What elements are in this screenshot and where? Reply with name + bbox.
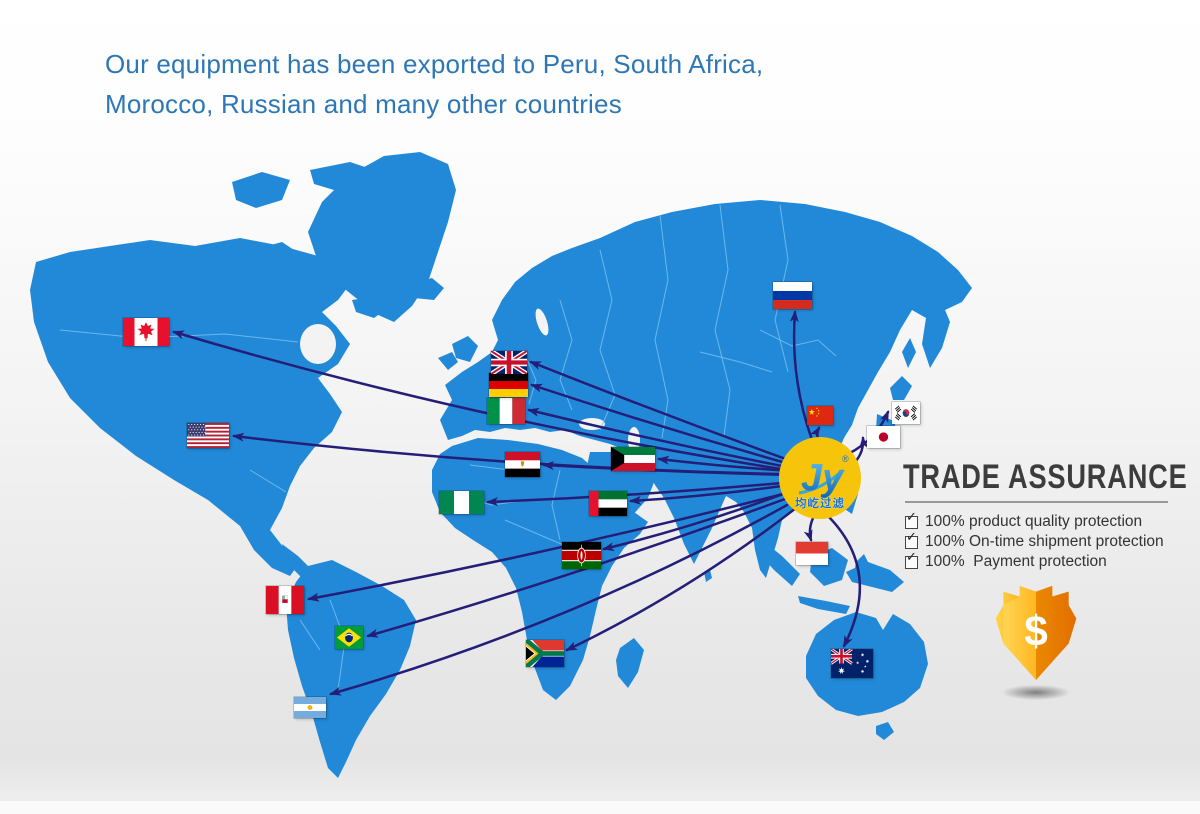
landmass (410, 278, 444, 300)
flag-ar (294, 697, 326, 718)
country-border (714, 204, 731, 437)
flag-za (526, 640, 564, 667)
arrow-ca (172, 330, 783, 471)
assurance-list: ✓ 100% product quality protection ✓ 100% On… (905, 509, 1164, 572)
heading-underline (905, 501, 1168, 503)
flag-ke (562, 542, 601, 569)
headline-line2: Morocco, Russian and many other countrie… (105, 89, 622, 119)
landmass (846, 562, 904, 592)
assurance-item-2: ✓ 100% Payment protection (905, 549, 1164, 572)
castle-shield (995, 585, 1077, 680)
shield-facet-light (1003, 585, 1036, 680)
flag-it (487, 398, 525, 424)
landmass (902, 338, 916, 368)
arrow-id (803, 516, 815, 542)
landmass (286, 560, 416, 778)
arrow-gb (529, 360, 796, 464)
flag-au (831, 649, 873, 678)
landmass (30, 238, 350, 576)
arrow-kw (657, 455, 795, 473)
landmass (300, 280, 344, 304)
flag-ca (123, 318, 169, 346)
landmass (616, 638, 644, 688)
country-border (249, 469, 287, 493)
arrow-br (366, 497, 787, 638)
flag-id (796, 542, 828, 565)
logo-mark: Jy® 均屹过滤 (779, 437, 861, 519)
flag-ng (439, 491, 484, 514)
country-border (599, 249, 616, 431)
bottom-band (0, 801, 1200, 814)
arrow-de (530, 383, 795, 467)
arrow-ae (629, 482, 798, 505)
landmass (440, 200, 972, 578)
flag-ae (589, 491, 627, 516)
badge-shadow (1001, 684, 1071, 701)
arrow-eg (542, 461, 795, 477)
flag-ru (773, 282, 812, 309)
checkbox-icon: ✓ (905, 549, 918, 569)
country-border (524, 354, 537, 405)
flag-cn (807, 406, 833, 425)
arrow-pe (307, 492, 785, 602)
dollar-sign: $ (1024, 607, 1048, 654)
country-border (504, 519, 567, 547)
flag-gb (491, 351, 527, 374)
flag-br (335, 626, 363, 649)
arrow-au (827, 515, 862, 648)
flag-jp (867, 426, 900, 448)
landmass (180, 252, 232, 280)
checkbox-icon: ✓ (905, 509, 918, 529)
flag-de (489, 373, 528, 397)
arrow-it (527, 408, 794, 470)
checkbox-icon: ✓ (905, 529, 918, 549)
landmass (452, 336, 478, 362)
flag-kr (892, 402, 920, 424)
assurance-item-label: 100% Payment protection (925, 553, 1107, 570)
country-border (759, 329, 837, 357)
landmass (232, 172, 290, 208)
sea-inlet (300, 324, 336, 364)
landmass (890, 376, 912, 400)
arrow-ng (486, 480, 795, 507)
assurance-item-1: ✓ 100% On-time shipment protection (905, 529, 1164, 552)
flag-kw (611, 447, 655, 471)
country-border (551, 469, 561, 541)
trade-assurance-heading: TRADE ASSURANCE (903, 458, 1188, 496)
landmass (438, 352, 458, 370)
landmass (282, 544, 312, 578)
arrow-za (565, 506, 798, 652)
arrow-ar (329, 503, 789, 696)
landmass (798, 596, 850, 614)
landmass (310, 162, 380, 190)
assurance-item-label: 100% product quality protection (925, 513, 1143, 530)
landmass (360, 232, 408, 256)
flag-pe (266, 586, 304, 614)
sea-inlet (535, 308, 549, 336)
landmass (162, 284, 200, 306)
assurance-item-0: ✓ 100% product quality protection (905, 509, 1164, 532)
landmass (352, 296, 388, 318)
logo-cjk-text: 均屹过滤 (795, 496, 845, 510)
assurance-item-label: 100% On-time shipment protection (925, 533, 1164, 550)
company-logo: Jy ® 均屹过滤 (779, 437, 861, 519)
headline: Our equipment has been exported to Peru,… (105, 44, 763, 124)
country-border (699, 351, 773, 373)
landmass (876, 722, 894, 740)
country-border (299, 619, 321, 651)
headline-line1: Our equipment has been exported to Peru,… (105, 49, 764, 79)
arrow-ru (789, 310, 814, 442)
landmass (252, 242, 300, 268)
flag-us (187, 423, 229, 448)
flag-eg (505, 452, 540, 477)
registered-mark: ® (842, 454, 849, 464)
shield-facet-dark (1036, 585, 1077, 680)
logo-latin-text: Jy (801, 457, 845, 499)
money-shield-badge: $ (995, 585, 1077, 701)
country-border (654, 214, 669, 439)
arrow-ke (602, 488, 796, 551)
landmass (758, 540, 800, 586)
